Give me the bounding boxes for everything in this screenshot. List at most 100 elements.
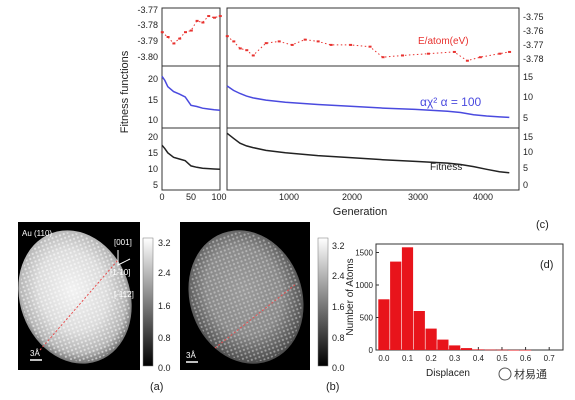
c-ytick: 20 <box>148 132 158 142</box>
c-left-yticks-row3: 20 15 10 5 <box>148 132 158 190</box>
c-ytick: 15 <box>523 72 533 82</box>
c-right-yticks-row1: -3.75 -3.76 -3.77 -3.78 <box>523 12 544 64</box>
label-001: [001] <box>114 238 132 247</box>
lattice-b <box>190 232 302 362</box>
c-xtick: 1000 <box>279 192 299 202</box>
watermark-text: 材易通 <box>514 367 547 381</box>
watermark: 材易通 <box>498 367 547 381</box>
d-xtick-label: 0.3 <box>449 354 461 363</box>
c-ytick: 5 <box>523 163 528 173</box>
c-ytick: -3.77 <box>523 40 544 50</box>
c-right-yticks-row3: 15 10 5 0 <box>523 132 533 190</box>
fitness-series-line <box>226 132 510 174</box>
histogram-bar <box>413 311 425 350</box>
cbar-tick: 3.2 <box>332 241 345 251</box>
c-xtick: 3000 <box>408 192 428 202</box>
colorbar-b-ticks: 3.2 2.4 1.6 0.8 0.0 <box>332 241 345 373</box>
d-ytick-label: 500 <box>360 314 374 323</box>
cbar-tick: 2.4 <box>332 271 345 281</box>
panel-d-yticks: 0 500 1000 1500 <box>355 249 379 355</box>
legend-fitness: Fitness <box>430 162 462 173</box>
energy-point <box>401 54 404 57</box>
histogram-bar <box>390 261 402 350</box>
histogram-bar <box>425 328 437 350</box>
panel-d: Number of Atoms Displacen 0 500 1000 1500 0… <box>345 243 564 379</box>
c-xticks: 0 50 100 1000 2000 3000 4000 <box>159 192 493 202</box>
d-xtick-label: 0.2 <box>426 354 438 363</box>
panel-c-right-frame-row3 <box>226 127 520 191</box>
panel-c-left-frame-row2 <box>161 65 221 129</box>
c-ytick: 20 <box>148 74 158 84</box>
panel-a: Au (110) [001] [1-10] [-112] 3Å 3.2 2.4 … <box>18 222 171 393</box>
c-xtick: 0 <box>159 192 164 202</box>
c-ytick: 10 <box>523 92 533 102</box>
histogram-bar <box>508 349 520 351</box>
panel-c-left-frame-row3 <box>161 127 221 191</box>
energy-point <box>178 37 182 40</box>
c-ytick: -3.76 <box>523 26 544 36</box>
energy-point <box>264 42 268 45</box>
c-ytick: 15 <box>148 95 158 105</box>
c-xtick: 100 <box>211 192 226 202</box>
panel-b: 3Å 3.2 2.4 1.6 0.8 0.0 (b) <box>180 222 345 393</box>
lattice-a <box>20 232 130 362</box>
panel-d-ylabel: Number of Atoms <box>345 258 356 335</box>
c-xtick: 50 <box>186 192 196 202</box>
panel-c-series <box>160 15 512 174</box>
legend-energy: E/atom(eV) <box>418 36 469 47</box>
d-xtick-label: 0.6 <box>520 354 532 363</box>
c-ytick: -3.77 <box>137 5 158 15</box>
panel-c-ylabel: Fitness functions <box>119 50 131 133</box>
energy-point <box>195 19 199 22</box>
cbar-tick: 0.0 <box>332 363 345 373</box>
histogram-bar <box>460 348 473 350</box>
cbar-tick: 0.0 <box>158 363 171 373</box>
histogram-bar <box>496 349 508 351</box>
cbar-tick: 1.6 <box>158 301 171 311</box>
energy-point <box>349 43 353 46</box>
histogram-bar <box>520 349 532 351</box>
histogram-bar <box>472 349 484 350</box>
energy-point <box>381 56 385 59</box>
panel-c-right-frame-row1 <box>226 7 520 67</box>
energy-point <box>303 38 307 41</box>
panel-d-bars <box>378 247 532 351</box>
c-ytick: 5 <box>523 113 528 123</box>
panel-label-a: (a) <box>150 381 163 393</box>
legend-chi2: αχ² α = 100 <box>420 95 482 109</box>
label-1-10: [1-10] <box>110 268 130 277</box>
c-xtick: 4000 <box>473 192 493 202</box>
c-ytick: 0 <box>523 180 528 190</box>
energy-point <box>218 15 222 18</box>
energy-point <box>238 47 242 50</box>
c-left-yticks-row2: 20 15 10 <box>148 74 158 125</box>
energy-point <box>329 43 333 46</box>
panel-d-xticks: 0.0 0.1 0.2 0.3 0.4 0.5 0.6 0.7 <box>378 347 555 363</box>
cbar-tick: 3.2 <box>158 238 171 248</box>
cbar-tick: 0.8 <box>332 333 345 343</box>
histogram-bar <box>449 345 461 350</box>
c-ytick: -3.75 <box>523 12 544 22</box>
colorbar-a <box>142 237 154 367</box>
d-xtick-label: 0.5 <box>496 354 508 363</box>
scalebar-a-label: 3Å <box>30 349 40 358</box>
c-ytick: -3.78 <box>137 20 158 30</box>
label-au110: Au (110) <box>22 229 52 238</box>
panel-c-xlabel: Generation <box>333 206 387 218</box>
energy-point <box>201 21 205 24</box>
energy-point <box>166 36 170 38</box>
d-xtick-label: 0.0 <box>378 354 390 363</box>
energy-series-line <box>161 15 221 45</box>
energy-point <box>452 50 456 53</box>
cbar-tick: 0.8 <box>158 333 171 343</box>
colorbar-a-ticks: 3.2 2.4 1.6 0.8 0.0 <box>158 238 171 373</box>
colorbar-b <box>317 237 329 367</box>
energy-point <box>426 52 430 55</box>
chi2-series-line <box>161 75 221 111</box>
energy-point <box>213 16 216 19</box>
cbar-tick: 1.6 <box>332 302 345 312</box>
c-left-yticks-row1: -3.77 -3.78 -3.79 -3.80 <box>137 5 158 62</box>
chi2-series-line <box>226 85 510 119</box>
panel-label-c: (c) <box>536 219 549 231</box>
panel-d-xlabel: Displacen <box>426 368 470 379</box>
